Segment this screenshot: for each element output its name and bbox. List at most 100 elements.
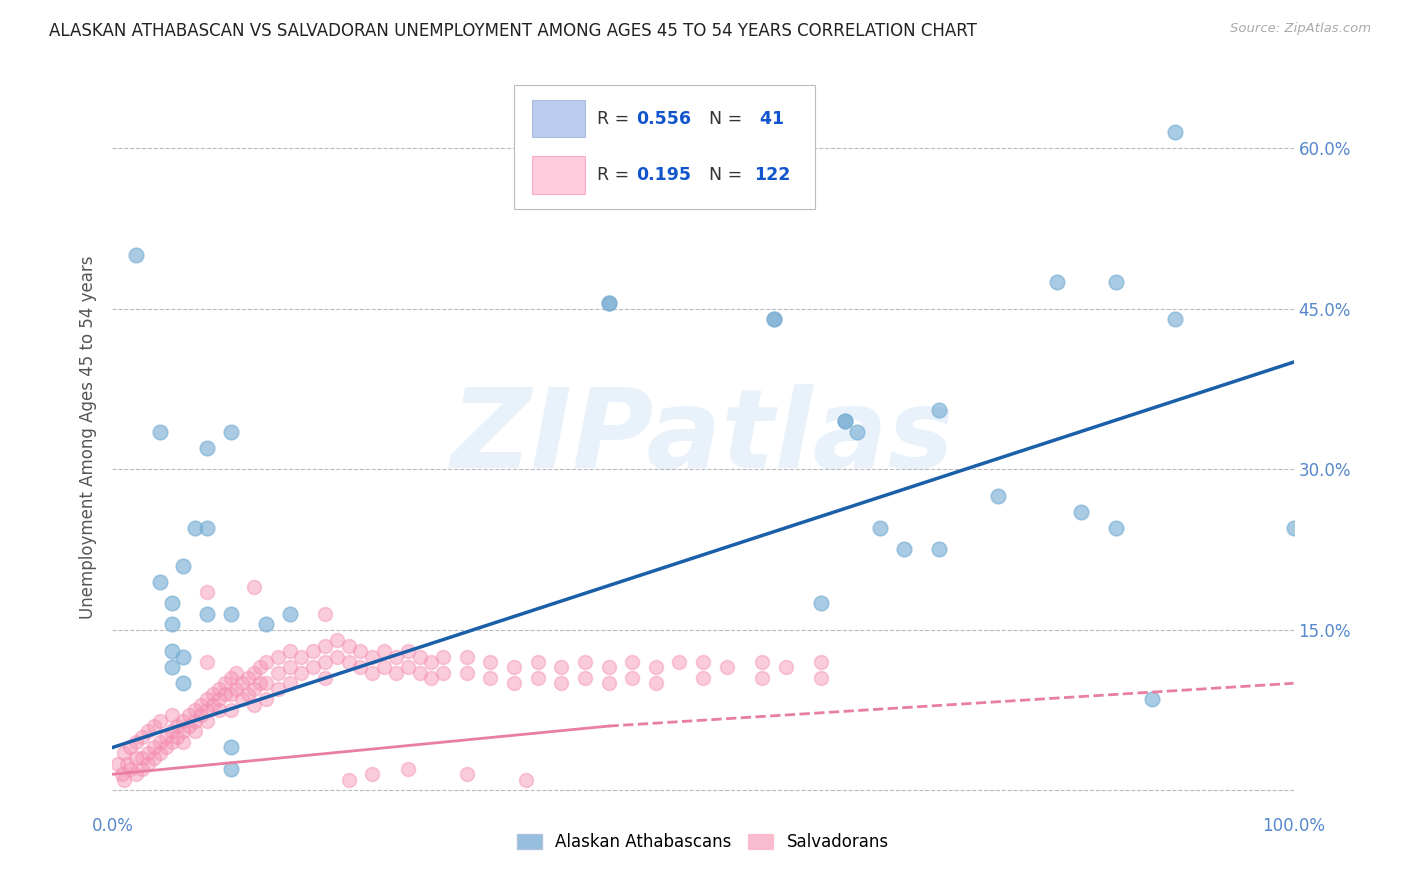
- Point: [373, 660, 395, 674]
- Point: [692, 671, 714, 685]
- Point: [243, 580, 266, 594]
- Point: [869, 521, 891, 535]
- Point: [349, 644, 371, 658]
- Point: [184, 714, 207, 728]
- Point: [479, 671, 502, 685]
- Point: [195, 521, 218, 535]
- Point: [208, 692, 231, 706]
- Point: [195, 692, 218, 706]
- Point: [751, 671, 773, 685]
- Point: [456, 767, 478, 781]
- Point: [225, 665, 247, 680]
- Point: [214, 676, 236, 690]
- Point: [893, 542, 915, 557]
- Point: [254, 655, 277, 669]
- Point: [195, 441, 218, 455]
- Point: [142, 751, 165, 765]
- Point: [219, 425, 242, 439]
- Point: [1105, 521, 1128, 535]
- Point: [1046, 275, 1069, 289]
- Point: [125, 248, 148, 262]
- FancyBboxPatch shape: [515, 85, 815, 209]
- Point: [249, 676, 271, 690]
- Point: [249, 660, 271, 674]
- Point: [1140, 692, 1163, 706]
- Point: [131, 730, 153, 744]
- Point: [195, 714, 218, 728]
- Point: [385, 665, 408, 680]
- Point: [716, 660, 738, 674]
- Point: [195, 607, 218, 621]
- Point: [155, 740, 177, 755]
- Point: [373, 644, 395, 658]
- Point: [267, 665, 290, 680]
- Point: [420, 655, 443, 669]
- Point: [644, 660, 666, 674]
- Point: [408, 649, 430, 664]
- Point: [278, 607, 301, 621]
- Point: [166, 719, 188, 733]
- Point: [456, 665, 478, 680]
- Point: [396, 762, 419, 776]
- Point: [326, 633, 349, 648]
- Point: [668, 655, 690, 669]
- Point: [385, 649, 408, 664]
- Point: [184, 521, 207, 535]
- Point: [762, 312, 785, 326]
- Point: [149, 714, 172, 728]
- Point: [479, 655, 502, 669]
- Point: [136, 746, 159, 760]
- Point: [515, 772, 537, 787]
- Point: [314, 607, 336, 621]
- Point: [598, 660, 620, 674]
- Point: [155, 730, 177, 744]
- Point: [131, 762, 153, 776]
- Point: [231, 676, 253, 690]
- Point: [408, 665, 430, 680]
- Bar: [531, 156, 585, 194]
- Point: [160, 617, 183, 632]
- Point: [179, 708, 201, 723]
- Point: [160, 660, 183, 674]
- Point: [598, 296, 620, 310]
- Point: [621, 671, 644, 685]
- Point: [219, 740, 242, 755]
- Point: [254, 692, 277, 706]
- Point: [190, 708, 212, 723]
- Point: [644, 676, 666, 690]
- Point: [810, 655, 832, 669]
- Point: [692, 655, 714, 669]
- Point: [166, 730, 188, 744]
- Point: [1282, 521, 1305, 535]
- Point: [172, 558, 194, 573]
- Point: [503, 676, 526, 690]
- Point: [219, 671, 242, 685]
- Point: [160, 735, 183, 749]
- Point: [456, 649, 478, 664]
- Point: [775, 660, 797, 674]
- Point: [834, 414, 856, 428]
- Point: [111, 767, 134, 781]
- Point: [172, 676, 194, 690]
- Text: 41: 41: [754, 110, 785, 128]
- Point: [503, 660, 526, 674]
- Bar: [531, 100, 585, 137]
- Y-axis label: Unemployment Among Ages 45 to 54 years: Unemployment Among Ages 45 to 54 years: [79, 255, 97, 619]
- Point: [208, 703, 231, 717]
- Point: [142, 740, 165, 755]
- Point: [219, 762, 242, 776]
- Point: [762, 312, 785, 326]
- Point: [201, 687, 224, 701]
- Point: [314, 671, 336, 685]
- Point: [751, 655, 773, 669]
- Point: [243, 665, 266, 680]
- Point: [120, 762, 142, 776]
- Point: [243, 698, 266, 712]
- Point: [214, 687, 236, 701]
- Point: [243, 681, 266, 696]
- Point: [219, 703, 242, 717]
- Point: [834, 414, 856, 428]
- Point: [810, 596, 832, 610]
- Point: [254, 676, 277, 690]
- Point: [349, 660, 371, 674]
